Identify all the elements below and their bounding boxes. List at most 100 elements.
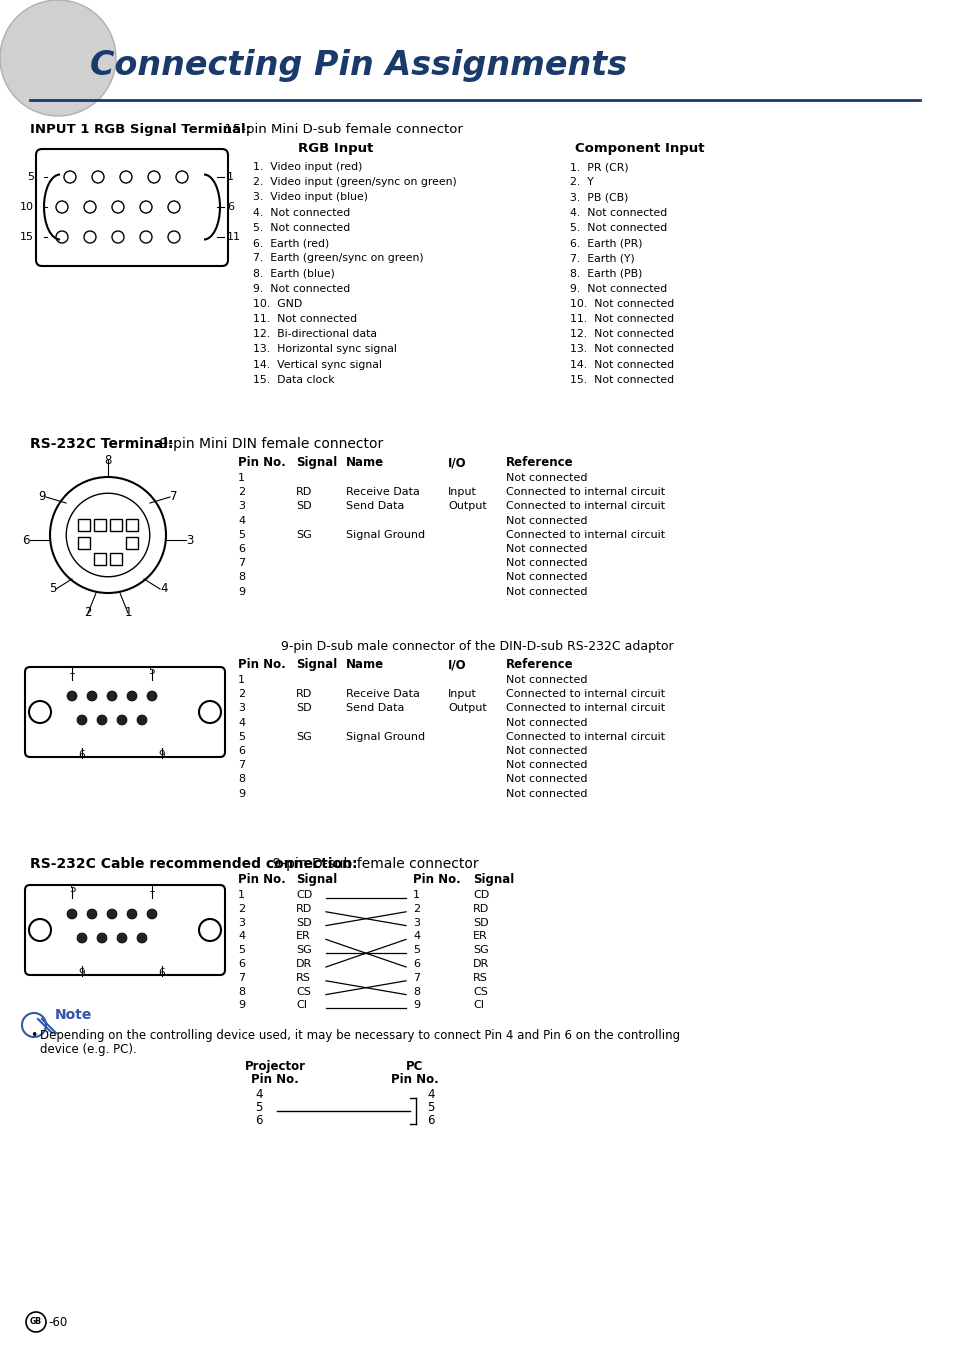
Text: 4: 4 bbox=[413, 931, 419, 941]
Bar bbox=[126, 537, 138, 549]
Text: INPUT 1 RGB Signal Terminal:: INPUT 1 RGB Signal Terminal: bbox=[30, 122, 251, 136]
Circle shape bbox=[67, 909, 77, 919]
Text: Signal: Signal bbox=[473, 874, 514, 886]
Circle shape bbox=[26, 1312, 46, 1333]
Text: RD: RD bbox=[295, 903, 312, 914]
Text: Signal: Signal bbox=[295, 658, 337, 672]
Text: I/O: I/O bbox=[448, 658, 466, 672]
Text: 2: 2 bbox=[237, 689, 245, 699]
Text: 14.  Vertical sync signal: 14. Vertical sync signal bbox=[253, 359, 381, 370]
Text: Not connected: Not connected bbox=[505, 516, 587, 525]
Text: PC: PC bbox=[406, 1061, 423, 1073]
Circle shape bbox=[56, 232, 68, 244]
Text: 3: 3 bbox=[237, 502, 245, 511]
Text: device (e.g. PC).: device (e.g. PC). bbox=[40, 1043, 136, 1057]
Text: 10.  GND: 10. GND bbox=[253, 299, 302, 308]
Text: 12.  Bi-directional data: 12. Bi-directional data bbox=[253, 330, 376, 339]
Text: 9: 9 bbox=[237, 587, 245, 596]
Circle shape bbox=[84, 232, 96, 244]
Text: 10.  Not connected: 10. Not connected bbox=[569, 299, 674, 308]
Text: CD: CD bbox=[473, 890, 489, 900]
Text: 14.  Not connected: 14. Not connected bbox=[569, 359, 674, 370]
Circle shape bbox=[140, 232, 152, 244]
Circle shape bbox=[168, 232, 180, 244]
Text: Not connected: Not connected bbox=[505, 472, 587, 483]
Circle shape bbox=[117, 715, 127, 725]
Text: 1.  Video input (red): 1. Video input (red) bbox=[253, 162, 362, 172]
Circle shape bbox=[120, 171, 132, 183]
Text: Pin No.: Pin No. bbox=[237, 456, 286, 468]
Text: 2: 2 bbox=[84, 607, 91, 619]
Circle shape bbox=[84, 201, 96, 213]
Text: SG: SG bbox=[295, 530, 312, 540]
Text: Pin No.: Pin No. bbox=[251, 1073, 298, 1086]
Text: 9: 9 bbox=[158, 750, 165, 760]
Text: 10: 10 bbox=[20, 202, 34, 213]
Text: 1: 1 bbox=[124, 607, 132, 619]
Text: 2: 2 bbox=[237, 487, 245, 497]
Text: 8.  Earth (blue): 8. Earth (blue) bbox=[253, 268, 335, 279]
Text: 9.  Not connected: 9. Not connected bbox=[253, 284, 350, 293]
Text: CS: CS bbox=[295, 987, 311, 996]
Text: 7: 7 bbox=[237, 760, 245, 770]
Text: Reference: Reference bbox=[505, 658, 573, 672]
Text: Depending on the controlling device used, it may be necessary to connect Pin 4 a: Depending on the controlling device used… bbox=[40, 1028, 679, 1042]
Circle shape bbox=[140, 201, 152, 213]
Text: 6: 6 bbox=[227, 202, 233, 213]
Text: 4.  Not connected: 4. Not connected bbox=[569, 207, 666, 218]
Text: Component Input: Component Input bbox=[575, 141, 703, 155]
Text: 5: 5 bbox=[27, 172, 34, 182]
Text: -60: -60 bbox=[48, 1315, 67, 1329]
Text: 11: 11 bbox=[227, 232, 241, 242]
Text: 7: 7 bbox=[170, 490, 177, 503]
Circle shape bbox=[168, 201, 180, 213]
Circle shape bbox=[175, 171, 188, 183]
Text: 9: 9 bbox=[237, 1000, 245, 1011]
Text: DR: DR bbox=[295, 958, 312, 969]
Text: RD: RD bbox=[295, 689, 312, 699]
Text: Pin No.: Pin No. bbox=[237, 874, 286, 886]
Text: Not connected: Not connected bbox=[505, 559, 587, 568]
Bar bbox=[94, 553, 106, 565]
Text: 4: 4 bbox=[255, 1088, 263, 1101]
Text: SD: SD bbox=[295, 502, 312, 511]
FancyBboxPatch shape bbox=[36, 149, 228, 267]
Text: Name: Name bbox=[346, 658, 384, 672]
Bar bbox=[110, 520, 122, 532]
Text: 9: 9 bbox=[237, 789, 245, 798]
Text: Connecting Pin Assignments: Connecting Pin Assignments bbox=[90, 48, 626, 82]
Text: Pin No.: Pin No. bbox=[413, 874, 460, 886]
Circle shape bbox=[199, 701, 221, 723]
Text: 2.  Y: 2. Y bbox=[569, 178, 593, 187]
Text: Name: Name bbox=[346, 456, 384, 468]
Text: Not connected: Not connected bbox=[505, 572, 587, 583]
Text: 5.  Not connected: 5. Not connected bbox=[253, 223, 350, 233]
Text: Pin No.: Pin No. bbox=[237, 658, 286, 672]
Text: 5: 5 bbox=[413, 945, 419, 956]
Text: I/O: I/O bbox=[448, 456, 466, 468]
Circle shape bbox=[107, 909, 117, 919]
Text: 1: 1 bbox=[227, 172, 233, 182]
Text: 1: 1 bbox=[237, 674, 245, 685]
Text: 6: 6 bbox=[23, 533, 30, 546]
Text: 5: 5 bbox=[69, 884, 75, 894]
Circle shape bbox=[56, 201, 68, 213]
Circle shape bbox=[137, 933, 147, 944]
Text: 1: 1 bbox=[69, 666, 75, 676]
Circle shape bbox=[147, 909, 157, 919]
Text: 15.  Data clock: 15. Data clock bbox=[253, 374, 335, 385]
Text: 6: 6 bbox=[413, 958, 419, 969]
Text: 6: 6 bbox=[237, 958, 245, 969]
Text: 5: 5 bbox=[149, 666, 155, 676]
Text: RS-232C Cable recommended connection:: RS-232C Cable recommended connection: bbox=[30, 857, 357, 871]
Text: 4: 4 bbox=[237, 931, 245, 941]
Text: 13.  Horizontal sync signal: 13. Horizontal sync signal bbox=[253, 345, 396, 354]
Text: 8.  Earth (PB): 8. Earth (PB) bbox=[569, 268, 641, 279]
Circle shape bbox=[29, 701, 51, 723]
Circle shape bbox=[64, 171, 76, 183]
Text: 2: 2 bbox=[237, 903, 245, 914]
Text: 15: 15 bbox=[20, 232, 34, 242]
Text: 5: 5 bbox=[255, 1101, 263, 1114]
Text: Reference: Reference bbox=[505, 456, 573, 468]
Ellipse shape bbox=[0, 0, 116, 116]
